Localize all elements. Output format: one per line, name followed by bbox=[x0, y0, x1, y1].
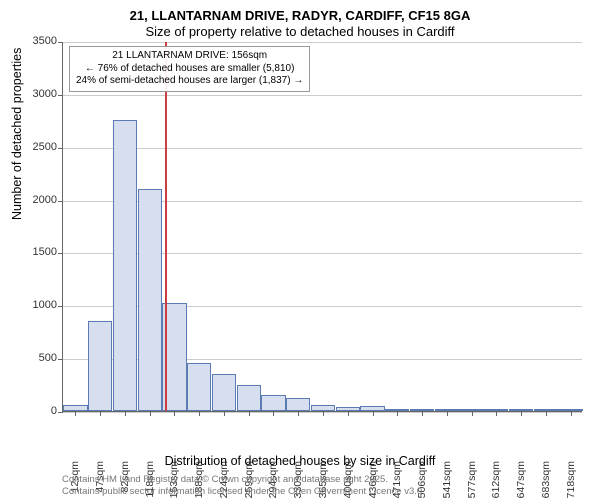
x-tick-mark bbox=[75, 411, 76, 416]
x-tick-mark bbox=[472, 411, 473, 416]
chart-container: 21, LLANTARNAM DRIVE, RADYR, CARDIFF, CF… bbox=[0, 0, 600, 500]
footer-line1: Contains HM Land Registry data © Crown c… bbox=[62, 474, 425, 486]
histogram-bar bbox=[212, 374, 236, 411]
histogram-bar bbox=[261, 395, 285, 411]
y-tick-mark bbox=[58, 359, 63, 360]
chart-area: 050010001500200025003000350012sqm47sqm82… bbox=[62, 42, 582, 412]
y-tick-mark bbox=[58, 306, 63, 307]
title-line2: Size of property relative to detached ho… bbox=[0, 24, 600, 40]
x-tick-mark bbox=[199, 411, 200, 416]
footer-attribution: Contains HM Land Registry data © Crown c… bbox=[62, 474, 425, 498]
gridline bbox=[63, 148, 582, 149]
gridline bbox=[63, 42, 582, 43]
x-tick-mark bbox=[273, 411, 274, 416]
annotation-line1: 21 LLANTARNAM DRIVE: 156sqm bbox=[76, 50, 303, 63]
histogram-bar bbox=[187, 363, 211, 411]
y-axis-label: Number of detached properties bbox=[10, 48, 24, 220]
property-marker-line bbox=[165, 42, 167, 411]
x-tick-mark bbox=[571, 411, 572, 416]
x-tick-mark bbox=[298, 411, 299, 416]
annotation-line2: ← 76% of detached houses are smaller (5,… bbox=[76, 63, 303, 76]
annotation-line3: 24% of semi-detached houses are larger (… bbox=[76, 75, 303, 88]
x-tick-mark bbox=[224, 411, 225, 416]
x-axis-label: Distribution of detached houses by size … bbox=[0, 454, 600, 468]
x-tick-mark bbox=[397, 411, 398, 416]
annotation-box: 21 LLANTARNAM DRIVE: 156sqm← 76% of deta… bbox=[69, 46, 310, 92]
y-tick-mark bbox=[58, 412, 63, 413]
histogram-bar bbox=[286, 398, 310, 411]
histogram-bar bbox=[113, 120, 137, 411]
x-tick-mark bbox=[496, 411, 497, 416]
histogram-bar bbox=[138, 189, 162, 411]
y-tick-mark bbox=[58, 95, 63, 96]
x-tick-mark bbox=[521, 411, 522, 416]
histogram-bar bbox=[237, 385, 261, 411]
title-block: 21, LLANTARNAM DRIVE, RADYR, CARDIFF, CF… bbox=[0, 0, 600, 39]
x-tick-mark bbox=[150, 411, 151, 416]
x-tick-mark bbox=[100, 411, 101, 416]
footer-line2: Contains public sector information licen… bbox=[62, 486, 425, 498]
gridline bbox=[63, 95, 582, 96]
y-tick-label: 0 bbox=[51, 405, 63, 417]
plot-region: 050010001500200025003000350012sqm47sqm82… bbox=[62, 42, 582, 412]
title-line1: 21, LLANTARNAM DRIVE, RADYR, CARDIFF, CF… bbox=[0, 8, 600, 24]
x-tick-mark bbox=[447, 411, 448, 416]
x-tick-mark bbox=[174, 411, 175, 416]
histogram-bar bbox=[88, 321, 112, 411]
y-tick-mark bbox=[58, 201, 63, 202]
x-tick-mark bbox=[125, 411, 126, 416]
y-tick-mark bbox=[58, 253, 63, 254]
y-tick-mark bbox=[58, 42, 63, 43]
x-tick-mark bbox=[249, 411, 250, 416]
y-tick-label: 3500 bbox=[33, 35, 63, 47]
x-tick-mark bbox=[546, 411, 547, 416]
x-tick-mark bbox=[373, 411, 374, 416]
x-tick-mark bbox=[422, 411, 423, 416]
x-tick-mark bbox=[348, 411, 349, 416]
x-tick-mark bbox=[323, 411, 324, 416]
y-tick-mark bbox=[58, 148, 63, 149]
